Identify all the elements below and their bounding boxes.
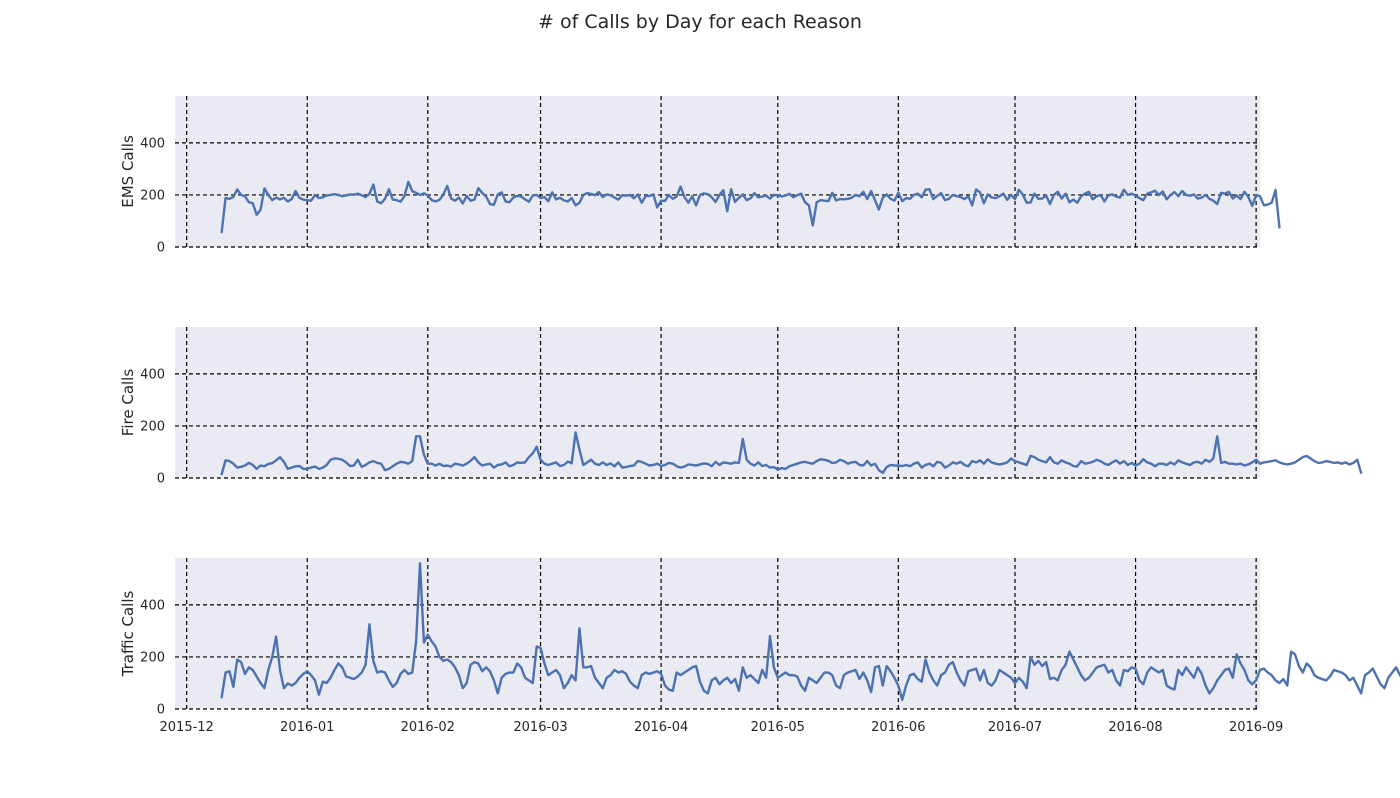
y-tick-label: 0 <box>157 241 165 256</box>
x-tick-label: 2016-05 <box>751 720 805 735</box>
subplot-3: 2015-12 2016-01 2016-02 2016-03 2016-04 2016-… <box>119 558 1400 735</box>
x-tick-label: 2016-04 <box>634 720 688 735</box>
y-tick-label: 400 <box>140 136 165 151</box>
y-axis-label: Traffic Calls <box>119 590 137 677</box>
figure-title: # of Calls by Day for each Reason <box>538 11 862 33</box>
series-line <box>220 180 1281 234</box>
x-tick-label: 2016-02 <box>401 720 455 735</box>
y-tick-label: 200 <box>140 188 165 203</box>
y-tick-label: 200 <box>140 419 165 434</box>
y-tick-label: 0 <box>157 703 165 718</box>
plot-area <box>175 558 1260 709</box>
x-tick-label: 2016-07 <box>988 720 1042 735</box>
x-tick-label: 2016-09 <box>1229 720 1283 735</box>
series-line <box>220 562 1400 702</box>
plot-area <box>175 96 1260 247</box>
y-tick-label: 400 <box>140 367 165 382</box>
x-tick-label: 2016-08 <box>1108 720 1162 735</box>
y-tick-label: 200 <box>140 650 165 665</box>
y-axis-label: Fire Calls <box>119 369 137 437</box>
y-tick-label: 400 <box>140 598 165 613</box>
x-tick-label: 2015-12 <box>160 720 214 735</box>
plot-area <box>175 327 1260 478</box>
y-tick-label: 0 <box>157 472 165 487</box>
x-tick-label: 2016-03 <box>513 720 567 735</box>
x-tick-label: 2016-06 <box>871 720 925 735</box>
series-line <box>220 431 1363 476</box>
y-axis-label: EMS Calls <box>119 135 137 208</box>
x-tick-label: 2016-01 <box>280 720 334 735</box>
